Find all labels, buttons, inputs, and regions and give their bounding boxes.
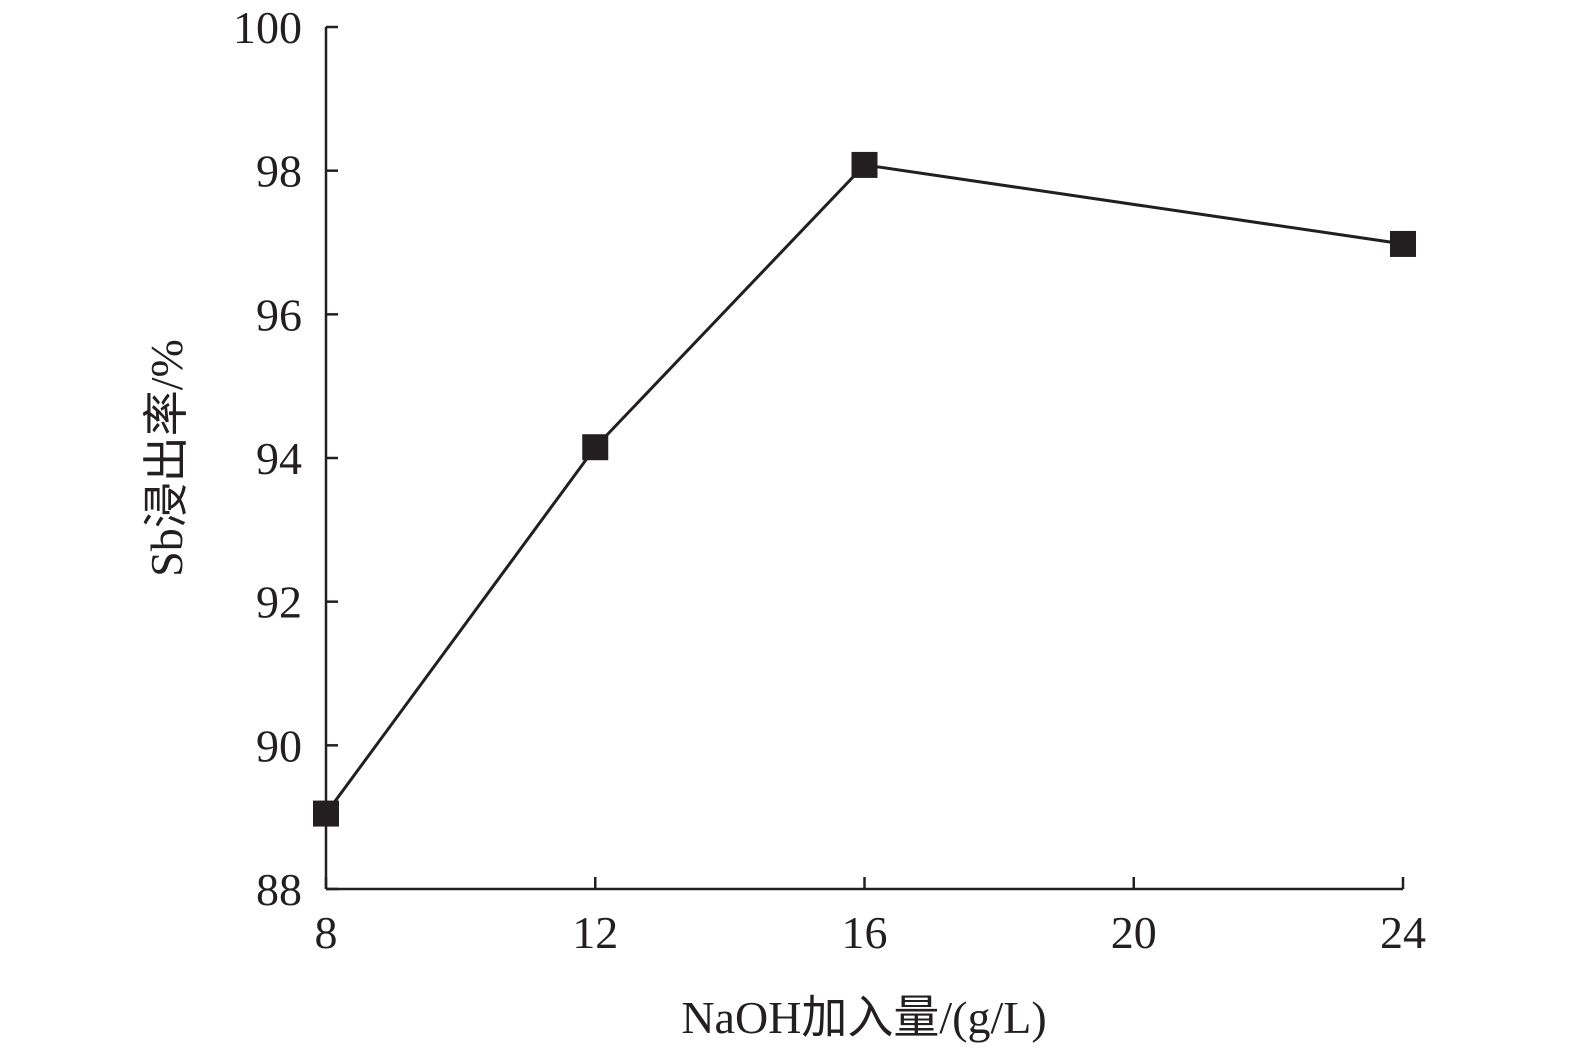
y-tick-label: 90 xyxy=(256,720,302,771)
data-point xyxy=(582,434,609,461)
series-group xyxy=(313,151,1416,827)
y-tick-label: 96 xyxy=(256,289,302,340)
y-axis-title: Sb浸出率/% xyxy=(141,339,192,577)
y-tick-label: 92 xyxy=(256,577,302,628)
x-tick-label: 24 xyxy=(1380,907,1426,958)
x-ticks: 8 12 16 20 24 xyxy=(315,877,1426,958)
x-tick-label: 8 xyxy=(315,907,338,958)
y-tick-label: 98 xyxy=(256,146,302,197)
x-tick-label: 20 xyxy=(1111,907,1157,958)
data-point xyxy=(851,151,878,178)
x-axis-title: NaOH加入量/(g/L) xyxy=(681,992,1046,1043)
series-line xyxy=(324,163,1404,815)
x-tick-label: 16 xyxy=(842,907,888,958)
y-tick-label: 94 xyxy=(256,433,302,484)
y-tick-label: 88 xyxy=(256,864,302,915)
y-ticks: 88 90 92 94 96 98 100 xyxy=(233,2,338,915)
x-tick-label: 12 xyxy=(572,907,618,958)
data-point xyxy=(1390,230,1416,257)
data-point xyxy=(313,800,339,827)
y-tick-label: 100 xyxy=(233,2,302,53)
